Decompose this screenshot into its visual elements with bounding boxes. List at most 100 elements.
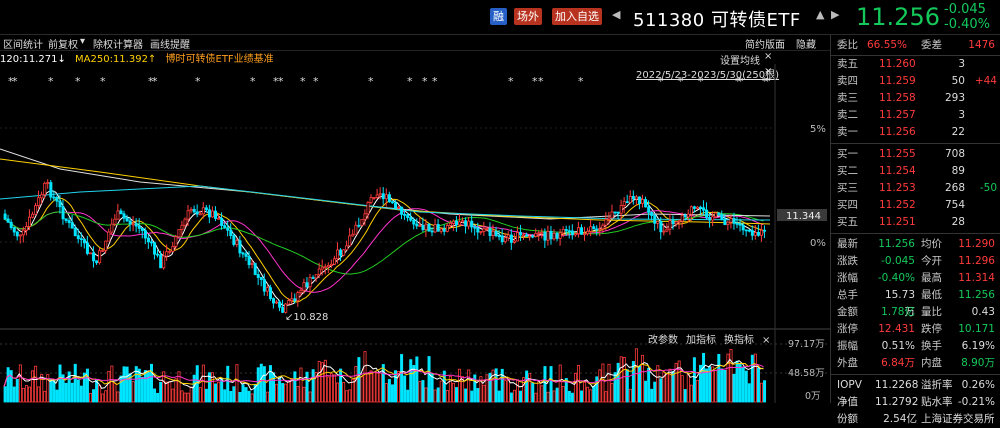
candle bbox=[720, 214, 724, 220]
bid-level[interactable]: 买五 11.251 28 bbox=[831, 214, 1000, 231]
event-star-icon[interactable]: * bbox=[735, 75, 741, 88]
event-star-icon[interactable]: * bbox=[48, 75, 54, 88]
ask-level[interactable]: 卖一 11.256 22 bbox=[831, 124, 1000, 141]
candle bbox=[326, 264, 330, 268]
date-range[interactable]: 2022/5/23-2023/5/30(250根) bbox=[636, 70, 780, 81]
bid-level[interactable]: 买二 11.254 89 bbox=[831, 163, 1000, 180]
event-star-icon[interactable]: * bbox=[658, 75, 664, 88]
price-change: -0.045 bbox=[944, 2, 986, 17]
volume-bar bbox=[433, 389, 437, 403]
bid-level[interactable]: 买一 11.255 708 bbox=[831, 146, 1000, 163]
volume-bar bbox=[217, 381, 221, 403]
event-star-icon[interactable]: * bbox=[698, 75, 704, 88]
volume-bar bbox=[198, 387, 202, 403]
event-star-icon[interactable]: * bbox=[407, 75, 413, 88]
volume-bar bbox=[628, 388, 632, 403]
candle bbox=[302, 282, 306, 291]
drawing-alert-button[interactable]: 画线提醒 bbox=[150, 40, 190, 51]
volume-bar bbox=[168, 381, 172, 403]
volume-bar bbox=[110, 365, 114, 403]
volume-bar bbox=[79, 385, 83, 403]
event-star-icon[interactable]: * bbox=[273, 75, 279, 88]
prev-arrow-icon[interactable]: ◀ bbox=[612, 8, 621, 21]
event-star-icon[interactable]: * bbox=[148, 75, 154, 88]
event-star-icon[interactable]: * bbox=[368, 75, 374, 88]
volume-bar bbox=[641, 354, 645, 403]
volume-bar bbox=[134, 366, 138, 403]
event-star-icon[interactable]: * bbox=[765, 75, 771, 88]
close-indicator-icon[interactable]: × bbox=[762, 335, 770, 346]
candle bbox=[479, 231, 483, 233]
event-star-icon[interactable]: * bbox=[678, 75, 684, 88]
candle bbox=[229, 229, 233, 236]
chevron-down-icon[interactable]: ▾ bbox=[80, 36, 86, 47]
volume-bar bbox=[580, 390, 584, 403]
candle bbox=[49, 182, 53, 198]
event-star-icon[interactable]: * bbox=[432, 75, 438, 88]
volume-bar bbox=[201, 364, 205, 403]
close-range-icon[interactable]: × bbox=[764, 66, 773, 77]
event-star-icon[interactable]: * bbox=[538, 75, 544, 88]
fund-info-value: 11.2268 bbox=[875, 379, 919, 391]
bid-level[interactable]: 买四 11.252 754 bbox=[831, 197, 1000, 214]
ask-level[interactable]: 卖五 11.260 3 bbox=[831, 56, 1000, 73]
event-star-icon[interactable]: * bbox=[12, 75, 18, 88]
kline-chart[interactable]: ** * * * ** * * * * * * * * * * * * * * * * * ** ** 5% 0% 11.34… bbox=[0, 64, 830, 403]
level-price: 11.258 bbox=[879, 92, 916, 104]
bell-icon[interactable]: ▲ bbox=[816, 8, 825, 21]
event-star-icon[interactable]: * bbox=[578, 75, 584, 88]
volume-bar bbox=[85, 368, 89, 403]
hide-button[interactable]: 隐藏 bbox=[796, 40, 816, 51]
margin-tag[interactable]: 融 bbox=[490, 8, 507, 25]
next-arrow-icon[interactable]: ▶ bbox=[831, 8, 840, 21]
volume-bar bbox=[342, 382, 346, 403]
volume-bar bbox=[598, 369, 602, 403]
volume-bar bbox=[387, 379, 391, 403]
volume-bar bbox=[479, 376, 483, 403]
volume-bar bbox=[174, 378, 178, 403]
event-star-icon[interactable]: * bbox=[313, 75, 319, 88]
volume-bar bbox=[268, 365, 272, 403]
level-volume: 754 bbox=[944, 199, 965, 211]
volume-bar bbox=[744, 370, 748, 403]
close-icon[interactable]: × bbox=[764, 51, 773, 62]
volume-bars bbox=[3, 348, 767, 403]
event-star-icon[interactable]: * bbox=[100, 75, 106, 88]
candle bbox=[421, 225, 425, 231]
ask-level[interactable]: 卖四 11.259 50 +44 bbox=[831, 73, 1000, 90]
forward-adjust-button[interactable]: 前复权 bbox=[48, 40, 78, 51]
event-star-icon[interactable]: * bbox=[278, 75, 284, 88]
event-star-icon[interactable]: * bbox=[250, 75, 256, 88]
range-stats-button[interactable]: 区间统计 bbox=[3, 40, 43, 51]
event-star-icon[interactable]: * bbox=[762, 75, 768, 88]
ask-level[interactable]: 卖三 11.258 293 bbox=[831, 90, 1000, 107]
divider bbox=[831, 143, 1000, 144]
event-star-icon[interactable]: * bbox=[152, 75, 158, 88]
level-price: 11.255 bbox=[879, 148, 916, 160]
ask-level[interactable]: 卖二 11.257 3 bbox=[831, 107, 1000, 124]
volume-bar bbox=[689, 384, 693, 403]
simple-layout-button[interactable]: 简约版面 bbox=[745, 40, 785, 51]
volume-bar bbox=[723, 369, 727, 403]
event-star-icon[interactable]: * bbox=[738, 75, 744, 88]
event-star-icon[interactable]: * bbox=[532, 75, 538, 88]
edit-params-button[interactable]: 改参数 bbox=[648, 333, 678, 346]
add-watchlist-button[interactable]: 加入自选 bbox=[552, 8, 602, 25]
event-star-icon[interactable]: * bbox=[195, 75, 201, 88]
volume-bar bbox=[686, 374, 690, 403]
add-indicator-button[interactable]: 加指标 bbox=[686, 333, 716, 346]
ex-rights-calc-button[interactable]: 除权计算器 bbox=[93, 40, 143, 51]
event-star-icon[interactable]: * bbox=[422, 75, 428, 88]
volume-bar bbox=[128, 373, 132, 403]
event-star-icon[interactable]: * bbox=[300, 75, 306, 88]
bid-level[interactable]: 买三 11.253 268 -50 bbox=[831, 180, 1000, 197]
event-star-icon[interactable]: * bbox=[75, 75, 81, 88]
switch-indicator-button[interactable]: 换指标 bbox=[724, 333, 754, 346]
volume-bar bbox=[363, 351, 367, 403]
ma-settings-button[interactable]: 设置均线 bbox=[720, 56, 760, 67]
stat-label: 最低 bbox=[921, 289, 942, 301]
event-star-icon[interactable]: * bbox=[508, 75, 514, 88]
otc-tag[interactable]: 场外 bbox=[514, 8, 542, 25]
event-star-icon[interactable]: * bbox=[8, 75, 14, 88]
volume-bar bbox=[76, 379, 80, 403]
